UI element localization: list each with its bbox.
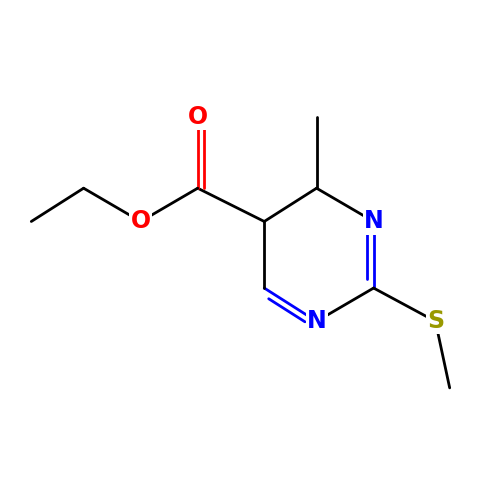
Text: N: N	[306, 310, 326, 334]
Text: S: S	[427, 310, 444, 334]
Text: O: O	[130, 210, 150, 234]
Text: O: O	[188, 105, 208, 129]
Text: N: N	[364, 210, 384, 234]
